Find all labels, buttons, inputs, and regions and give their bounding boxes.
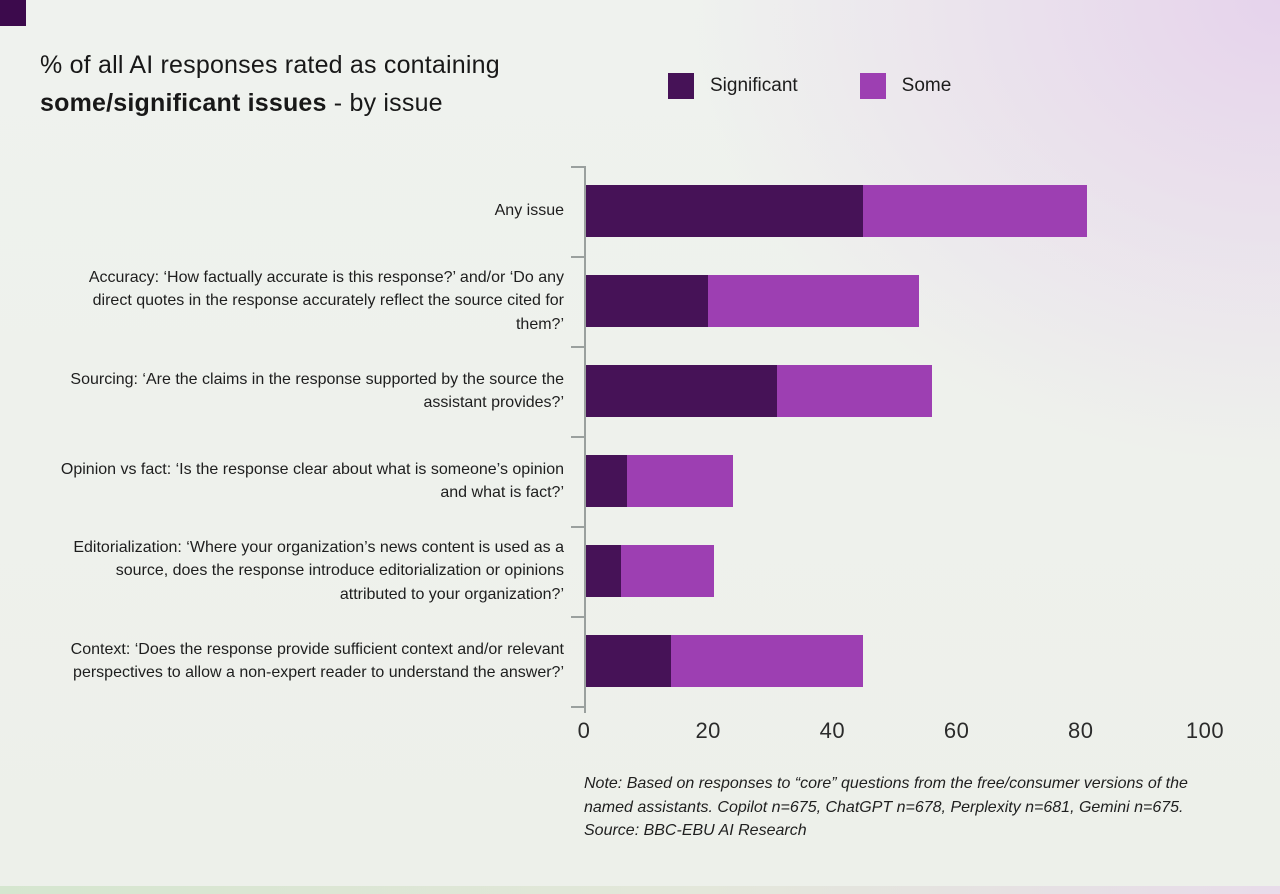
title-line1: % of all AI responses rated as containin… [40, 51, 500, 79]
chart-row: Editorialization: ‘Where your organizati… [0, 526, 1280, 616]
bar-segment-some [863, 185, 1087, 237]
chart-title: % of all AI responses rated as containin… [40, 46, 500, 122]
bar-segment-some [621, 545, 715, 597]
bar-segment-significant [584, 455, 628, 507]
bar-segment-some [708, 275, 920, 327]
title-line2: some/significant issues - by issue [40, 84, 500, 122]
chart-row: Accuracy: ‘How factually accurate is thi… [0, 256, 1280, 346]
category-label: Sourcing: ‘Are the claims in the respons… [70, 370, 564, 412]
chart-rows: Any issue Accuracy: ‘How factually accura… [0, 166, 1280, 706]
stacked-bar [584, 455, 1205, 507]
chart-row: Any issue [0, 166, 1280, 256]
corner-accent-square [0, 0, 26, 26]
chart-row: Context: ‘Does the response provide suff… [0, 616, 1280, 706]
stacked-bar-chart: Any issue Accuracy: ‘How factually accura… [0, 166, 1280, 766]
bar-area [571, 256, 1205, 346]
title-line2-bold: some/significant issues [40, 89, 327, 117]
bar-segment-significant [584, 635, 671, 687]
chart-row: Sourcing: ‘Are the claims in the respons… [0, 346, 1280, 436]
bar-segment-some [776, 365, 932, 417]
bar-area [571, 166, 1205, 256]
legend-swatch-some [859, 72, 886, 99]
legend-swatch-significant [668, 72, 694, 99]
bar-segment-significant [584, 545, 622, 597]
stacked-bar [584, 185, 1205, 237]
category-label: Opinion vs fact: ‘Is the response clear … [60, 460, 564, 502]
footnote: Note: Based on responses to “core” quest… [584, 775, 1188, 839]
bar-area [571, 526, 1205, 616]
bar-segment-some [670, 635, 864, 687]
category-label: Any issue [494, 202, 564, 220]
stacked-bar [584, 635, 1205, 687]
category-label: Editorialization: ‘Where your organizati… [73, 538, 564, 603]
axis-tick [571, 166, 584, 168]
bar-area [571, 436, 1205, 526]
legend: Significant Some [668, 72, 951, 99]
bar-segment-significant [584, 365, 777, 417]
stacked-bar [584, 545, 1205, 597]
bottom-gradient-strip [0, 886, 1280, 894]
bar-segment-significant [584, 275, 709, 327]
legend-label-significant: Significant [710, 74, 798, 96]
bar-area [571, 346, 1205, 436]
category-label: Accuracy: ‘How factually accurate is thi… [88, 268, 564, 333]
bar-segment-significant [584, 185, 864, 237]
x-tick-label: 60 [943, 718, 970, 743]
axis-tick [571, 616, 584, 618]
stacked-bar [584, 275, 1205, 327]
axis-tick [571, 526, 584, 528]
x-axis-labels: 0 20 40 60 80 100 [578, 718, 1224, 750]
title-line2-suffix: - by issue [326, 89, 443, 117]
chart-row: Opinion vs fact: ‘Is the response clear … [0, 436, 1280, 526]
category-label: Context: ‘Does the response provide suff… [70, 640, 564, 682]
axis-tick [571, 346, 584, 348]
stacked-bar [584, 365, 1205, 417]
bar-area [571, 616, 1205, 706]
axis-tick [571, 436, 584, 438]
y-axis-line [584, 166, 586, 713]
x-tick-label: 40 [819, 718, 846, 743]
bar-segment-some [627, 455, 734, 507]
x-tick-label: 20 [695, 718, 721, 743]
x-tick-label: 80 [1068, 718, 1094, 743]
x-tick-label: 0 [577, 718, 591, 743]
legend-label-some: Some [901, 74, 952, 96]
x-tick-label: 100 [1185, 718, 1225, 743]
axis-tick [571, 706, 584, 708]
axis-tick [571, 256, 584, 258]
